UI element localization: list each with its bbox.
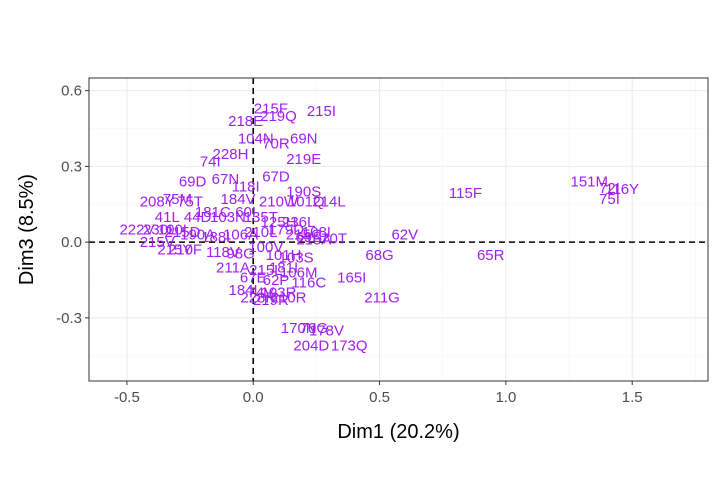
- point-label: 70T: [321, 230, 347, 247]
- point-label: 210W: [259, 194, 299, 211]
- point-label: 103R: [261, 285, 297, 302]
- point-label: 41L: [155, 209, 180, 226]
- point-label: 69S: [295, 229, 322, 246]
- point-label: 165I: [337, 269, 366, 286]
- point-label: 75T: [177, 194, 203, 211]
- point-label: 101H: [266, 247, 302, 264]
- point-label: 118I: [232, 179, 260, 196]
- point-label: 69N: [290, 131, 318, 148]
- x-tick-label: 0.5: [369, 389, 390, 406]
- point-label: 210F: [168, 242, 202, 259]
- point-label: 151M: [570, 174, 608, 191]
- point-label: 65R: [477, 247, 505, 264]
- point-label: 184V: [221, 191, 256, 208]
- point-label: 135T: [244, 209, 278, 226]
- point-label: 210L: [244, 224, 277, 241]
- point-label: 62P: [263, 272, 290, 289]
- x-tick-label: 1.5: [622, 389, 643, 406]
- point-label: 178V: [309, 323, 344, 340]
- point-label: 219Q: [260, 108, 297, 125]
- point-label: 70G: [300, 320, 328, 337]
- point-label: 219R: [253, 292, 289, 309]
- point-label: 228H: [213, 146, 249, 163]
- point-label: 104N: [238, 131, 274, 148]
- point-label: 62V: [391, 227, 418, 244]
- point-label: 118V: [206, 244, 240, 261]
- point-label: 74V: [247, 285, 274, 302]
- point-label: 214L: [312, 194, 345, 211]
- point-label: 211A: [216, 259, 250, 276]
- point-label: 108I: [302, 224, 331, 241]
- point-label: 69D: [179, 174, 207, 191]
- reference-lines: [89, 78, 708, 381]
- point-label: 103N: [210, 209, 246, 226]
- point-label: 222V: [119, 222, 154, 239]
- point-label: 98G: [226, 245, 254, 262]
- x-tick-label: -0.5: [114, 389, 140, 406]
- point-label: 215L: [249, 262, 282, 279]
- point-label: 125H: [261, 214, 297, 231]
- point-label: 190S: [286, 184, 321, 201]
- point-label: 67N: [212, 171, 240, 188]
- point-label: 101Q: [288, 194, 325, 211]
- panel-border: [88, 77, 709, 382]
- point-label: 210R: [271, 290, 307, 307]
- point-label: 103S: [279, 249, 314, 266]
- point-label: 106M: [280, 264, 318, 281]
- y-tick-label: 0.6: [61, 83, 82, 100]
- point-label: 75I: [599, 191, 620, 208]
- point-label: 72I: [599, 180, 620, 197]
- point-label: 67D: [262, 168, 290, 185]
- point-label: 215C: [286, 227, 322, 244]
- point-label: 188L: [201, 229, 234, 246]
- point-label: 215F: [254, 100, 288, 117]
- point-label: 228R: [240, 290, 276, 307]
- point-label: 215I: [307, 103, 336, 120]
- point-label: 173Q: [331, 338, 368, 355]
- point-label: 116Y: [605, 181, 639, 198]
- point-label: 67E: [240, 269, 267, 286]
- point-label: 204D: [293, 338, 329, 355]
- point-label: 230L: [143, 222, 176, 239]
- y-axis-title: Dim3 (8.5%): [16, 174, 38, 285]
- y-tick-label: 0.0: [61, 234, 82, 251]
- point-label: 181C: [195, 204, 231, 221]
- point-label: 68G: [365, 247, 393, 264]
- point-label: 219E: [286, 151, 321, 168]
- x-tick-label: 0.0: [243, 389, 264, 406]
- point-label: 44D: [184, 209, 212, 226]
- point-label: 116C: [291, 275, 326, 292]
- point-label: 100V: [248, 239, 283, 256]
- point-label: 179D: [268, 222, 304, 239]
- point-label: 215D: [165, 224, 201, 241]
- x-axis-title: Dim1 (20.2%): [337, 421, 459, 443]
- point-label: 218E: [228, 113, 263, 130]
- point-label: 215V: [140, 234, 175, 251]
- point-label: 190A: [180, 227, 215, 244]
- point-label: 181I: [269, 259, 298, 276]
- point-label: 115F: [449, 185, 482, 202]
- point-label: 184I: [229, 282, 258, 299]
- y-tick-label: -0.3: [56, 310, 82, 327]
- point-label: 74I: [200, 153, 221, 170]
- point-label: 100I: [158, 222, 187, 239]
- x-tick-label: 1.0: [495, 389, 516, 406]
- point-label: 70R: [262, 136, 290, 153]
- axes: -0.5 0.0 0.5 1.0 1.5 -0.3 0.0 0.3 0.6: [56, 83, 642, 406]
- point-label: 215Y: [157, 242, 192, 259]
- point-label: 211G: [364, 290, 400, 307]
- point-label: 215A: [296, 232, 331, 249]
- point-label: 236L: [282, 214, 315, 231]
- y-tick-label: 0.3: [61, 158, 82, 175]
- point-label: 170N: [281, 320, 317, 337]
- point-label: 208Y: [140, 194, 175, 211]
- point-label: 106A: [223, 227, 258, 244]
- point-label: 60I: [235, 204, 256, 221]
- point-label: 75M: [163, 191, 192, 208]
